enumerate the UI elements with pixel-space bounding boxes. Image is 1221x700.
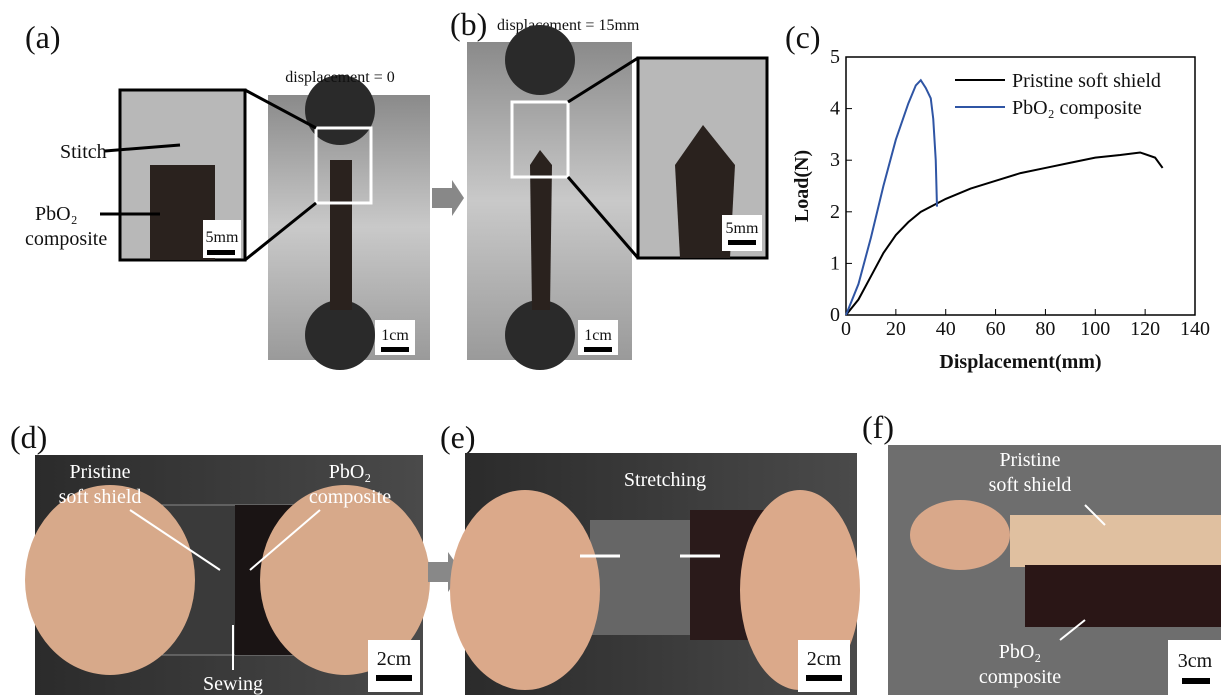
x-axis-label: Displacement(mm) bbox=[939, 351, 1101, 373]
annotation: Pristine bbox=[999, 449, 1060, 471]
scale-label: 1cm bbox=[584, 327, 612, 344]
y-tick-label: 4 bbox=[830, 98, 840, 120]
clamp bbox=[505, 300, 575, 370]
chart: 0 20 40 60 80 100 120 140 0 1 2 3 4 5 Displacement(mm)… bbox=[791, 46, 1210, 373]
x-tick-label: 40 bbox=[936, 318, 956, 340]
line bbox=[846, 152, 1163, 315]
plot-frame bbox=[846, 57, 1195, 315]
annotation: composite bbox=[309, 486, 391, 508]
panel-label: (f) bbox=[862, 409, 894, 445]
scale-bar bbox=[1182, 678, 1210, 684]
scale-label: 1cm bbox=[381, 327, 409, 344]
y-tick-label: 3 bbox=[830, 149, 840, 171]
panel-label: (d) bbox=[10, 419, 47, 455]
y-tick-label: 2 bbox=[830, 201, 840, 223]
x-tick-label: 20 bbox=[886, 318, 906, 340]
x-tick-label: 100 bbox=[1080, 318, 1110, 340]
clamp bbox=[305, 300, 375, 370]
line bbox=[846, 80, 937, 315]
sample bbox=[330, 160, 352, 310]
panel-label: (b) bbox=[450, 6, 487, 42]
scale-bar bbox=[728, 240, 756, 245]
y-tick-label: 5 bbox=[830, 46, 840, 68]
sample bbox=[1025, 565, 1221, 627]
x-tick-label: 0 bbox=[841, 318, 851, 340]
y-axis-label: Load(N) bbox=[791, 150, 813, 222]
annotation: PbO₂ bbox=[35, 203, 78, 225]
annotation: Stitch bbox=[60, 141, 107, 163]
legend-label: Pristine soft shield bbox=[1012, 70, 1161, 92]
legend-label: PbO₂ composite bbox=[1012, 97, 1142, 119]
scale-label: 5mm bbox=[206, 229, 239, 246]
caption: displacement = 0 bbox=[285, 69, 394, 86]
panel-label: (a) bbox=[25, 19, 61, 55]
scale-bar bbox=[207, 250, 235, 255]
scale-label: 3cm bbox=[1178, 650, 1213, 672]
figure: (a) displacement = 0 Stitch PbO₂ composi… bbox=[0, 0, 1221, 700]
panel-label: (e) bbox=[440, 419, 476, 455]
y-tick-label: 0 bbox=[830, 304, 840, 326]
annotation: composite bbox=[979, 666, 1061, 688]
arm bbox=[1010, 515, 1221, 567]
hand bbox=[450, 490, 600, 690]
arrow bbox=[432, 180, 464, 216]
annotation: PbO₂ bbox=[999, 641, 1042, 663]
x-tick-label: 80 bbox=[1035, 318, 1055, 340]
x-tick-label: 140 bbox=[1180, 318, 1210, 340]
y-tick-label: 1 bbox=[830, 252, 840, 274]
x-tick-label: 60 bbox=[986, 318, 1006, 340]
annotation: PbO₂ bbox=[329, 461, 372, 483]
annotation: soft shield bbox=[59, 486, 142, 508]
annotation: Stretching bbox=[624, 469, 706, 491]
clamp bbox=[505, 25, 575, 95]
annotation: composite bbox=[25, 228, 107, 250]
caption: displacement = 15mm bbox=[497, 17, 640, 34]
fist bbox=[910, 500, 1010, 570]
annotation: Sewing bbox=[203, 673, 263, 695]
sample bbox=[530, 150, 552, 310]
scale-label: 5mm bbox=[726, 220, 759, 237]
scale-bar bbox=[376, 675, 412, 681]
annotation: soft shield bbox=[989, 474, 1072, 496]
scale-label: 2cm bbox=[377, 648, 412, 670]
x-tick-label: 120 bbox=[1130, 318, 1160, 340]
hand bbox=[25, 485, 195, 675]
scale-bar bbox=[381, 347, 409, 352]
scale-bar bbox=[584, 347, 612, 352]
scale-bar bbox=[806, 675, 842, 681]
panel-label: (c) bbox=[785, 19, 821, 55]
scale-label: 2cm bbox=[807, 648, 842, 670]
sample bbox=[590, 520, 690, 635]
annotation: Pristine bbox=[69, 461, 130, 483]
